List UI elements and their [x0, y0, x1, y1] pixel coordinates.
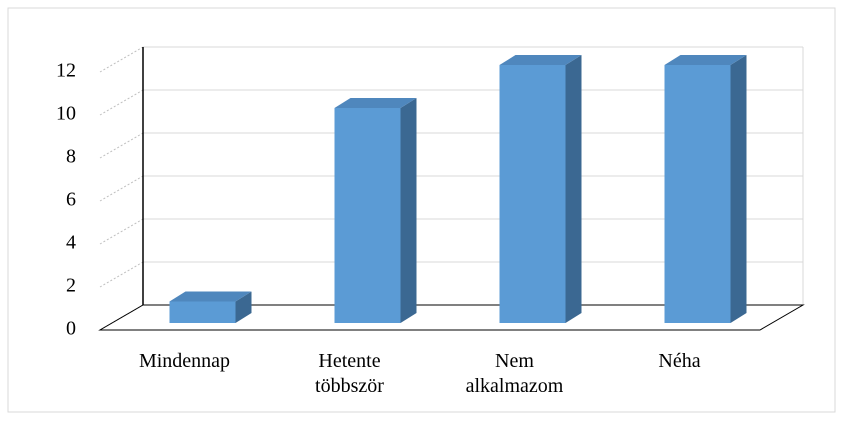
- bar-front: [334, 108, 401, 323]
- bar-front: [169, 301, 236, 323]
- y-tick-label: 12: [56, 60, 76, 82]
- bar-front: [664, 65, 731, 323]
- bar-side: [730, 55, 747, 323]
- x-tick-label: Nem alkalmazom: [465, 350, 564, 397]
- bar-top: [169, 291, 252, 302]
- side-grid-line: [99, 218, 144, 245]
- bar-side: [400, 98, 417, 323]
- bar: [664, 55, 747, 323]
- y-tick-label: 2: [66, 275, 76, 297]
- side-grid-line: [99, 175, 144, 202]
- chart-border: [7, 7, 836, 413]
- bar: [334, 98, 417, 323]
- side-grid-line: [99, 261, 144, 288]
- bar-side: [565, 55, 582, 323]
- bar-side: [235, 291, 252, 323]
- x-tick-label: Néha: [658, 350, 701, 372]
- bar-top: [664, 55, 747, 65]
- bar: [169, 291, 252, 323]
- bar-front: [499, 65, 566, 323]
- y-tick-label: 4: [66, 232, 76, 254]
- y-tick-label: 0: [66, 318, 76, 340]
- bar-top: [334, 98, 417, 108]
- floor: [98, 304, 805, 331]
- x-tick-label: Hetente többször: [315, 350, 384, 397]
- bar: [499, 55, 582, 323]
- y-tick-label: 6: [66, 189, 76, 211]
- x-tick-label: Mindennap: [138, 350, 231, 372]
- y-tick-label: 8: [66, 146, 76, 168]
- y-tick-label: 10: [56, 103, 76, 125]
- side-grid-line: [99, 132, 144, 159]
- side-grid-line: [99, 46, 144, 73]
- bar-top: [499, 55, 582, 65]
- side-grid-line: [99, 89, 144, 116]
